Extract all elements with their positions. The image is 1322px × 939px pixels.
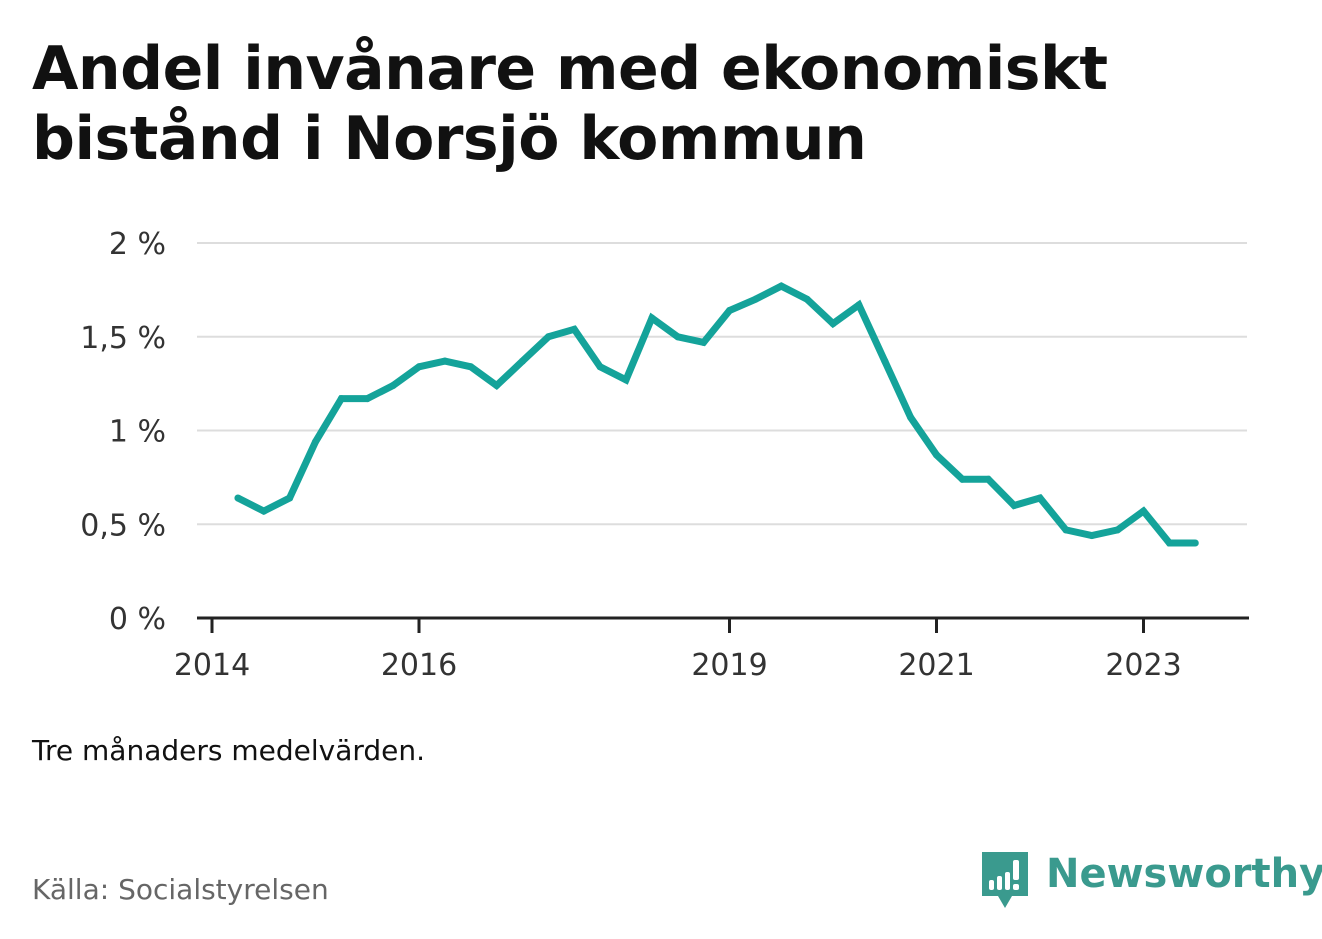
data-point [441,357,449,365]
data-point [467,363,475,371]
data-point [1062,526,1070,534]
data-point [596,363,604,371]
data-point [415,363,423,371]
data-point [751,295,759,303]
data-point [777,282,785,290]
y-tick-label: 1,5 % [80,321,166,356]
y-tick-label: 0,5 % [80,508,166,543]
data-point [803,295,811,303]
data-point [337,395,345,403]
data-point [234,494,242,502]
data-point [312,438,319,446]
data-point [1191,539,1199,547]
x-tick-label: 2019 [691,648,767,683]
y-tick-label: 1 % [109,415,166,450]
data-point [1088,532,1096,539]
data-point [855,301,863,309]
data-point [674,333,682,341]
y-tick-label: 0 % [109,602,166,637]
x-axis-labels: 2014 2016 2019 2021 2023 [174,648,1182,683]
data-point [363,395,371,403]
data-point [1114,526,1122,534]
series-layer [234,282,1199,547]
data-point [570,325,578,333]
x-tick-label: 2023 [1105,648,1181,683]
line-chart: 0 % 0,5 % 1 % 1,5 % 2 % 2014 2016 2019 2021 2023 [80,227,1249,683]
data-point [622,376,630,384]
data-point [519,357,526,365]
data-point [726,307,733,314]
gridlines [197,242,1247,526]
data-point [648,314,656,322]
chart-note: Tre månaders medelvärden. [32,734,426,767]
x-tick-label: 2014 [174,648,250,683]
data-point [1140,507,1147,515]
data-point [1165,539,1173,547]
data-point [1036,494,1044,502]
y-axis-labels: 0 % 0,5 % 1 % 1,5 % 2 % [80,227,166,637]
source-credit: Källa: Socialstyrelsen [32,873,329,906]
x-tick-label: 2016 [381,648,457,683]
data-point [260,507,268,515]
brand-name: Newsworthy [1046,851,1322,897]
y-tick-label: 2 % [109,227,166,262]
data-point [829,320,837,328]
data-point [1010,502,1018,509]
data-point [389,382,397,389]
data-point [493,382,501,389]
data-point [958,475,966,483]
data-point [700,338,708,346]
data-point [881,357,889,365]
data-point [544,333,552,341]
chart-title: Andel invånare med ekonomiskt bistånd i … [32,34,1108,174]
brand-logo: Newsworthy [980,850,1322,910]
newsworthy-logo-icon [982,852,1028,908]
data-point [984,475,992,483]
data-point [933,451,940,459]
data-point [907,413,915,421]
data-point [286,494,294,502]
series-line [236,282,1196,547]
x-tick-label: 2021 [898,648,974,683]
x-axis [197,616,1249,633]
